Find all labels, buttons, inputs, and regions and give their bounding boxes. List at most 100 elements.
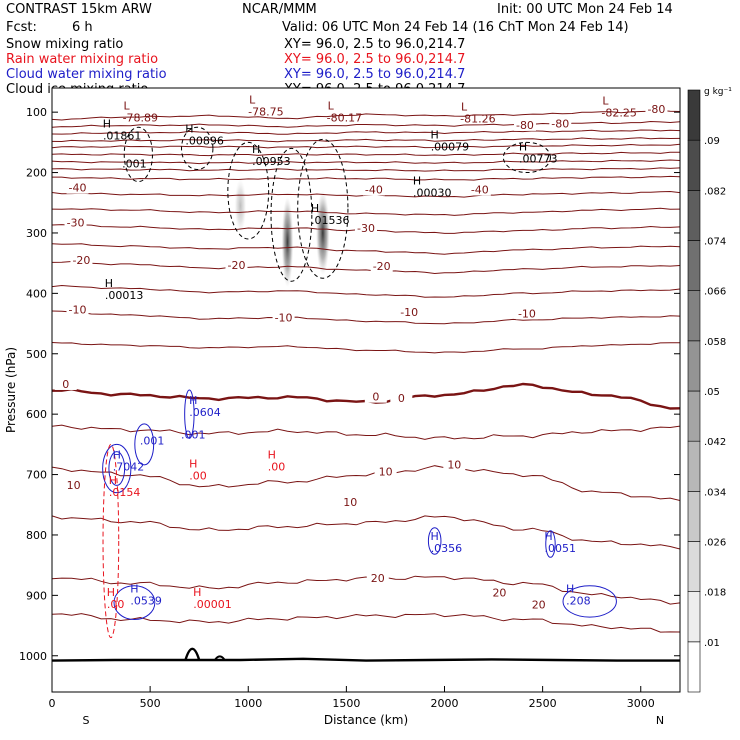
extremum-marker-15: H xyxy=(431,530,439,543)
colorbar-bin-1 xyxy=(687,591,701,643)
init-time: Init: 00 UTC Mon 24 Feb 14 xyxy=(497,2,673,17)
isotherm--46 xyxy=(52,167,680,172)
isotherm-5 xyxy=(52,424,680,440)
isotherm--5 xyxy=(52,342,680,354)
extremum-value-14: .7042 xyxy=(113,461,145,474)
y-tick-label-700: 700 xyxy=(26,469,47,482)
contour-label-bg-24 xyxy=(527,599,550,611)
contour-label-22: 20 xyxy=(371,572,385,585)
y-tick-label-300: 300 xyxy=(26,227,47,240)
x-tick-label-1500: 1500 xyxy=(332,697,360,710)
cloud-water-core-low-north xyxy=(562,585,617,618)
contour-label-12: -10 xyxy=(275,312,293,325)
field-xy-snow: XY= 96.0, 2.5 to 96.0,214.7 xyxy=(284,37,465,52)
contour-label-7: -30 xyxy=(357,222,375,235)
y-tick-label-600: 600 xyxy=(26,408,47,421)
contour-label-bg-7 xyxy=(355,223,377,235)
center-label: NCAR/MMM xyxy=(242,2,317,17)
extremum-value-23: .00 xyxy=(107,598,125,611)
cloud-water-core-low-south xyxy=(113,585,156,621)
colorbar-level-10: .09 xyxy=(704,136,720,147)
minor-contour-label-0: .001 xyxy=(122,158,147,171)
colorbar-level-6: .058 xyxy=(704,337,726,348)
extremum-value-15: .0356 xyxy=(431,542,463,555)
extremum-marker-18: H xyxy=(566,583,574,596)
contour-label-bg-2 xyxy=(549,118,572,130)
colorbar-bin-6 xyxy=(687,340,701,392)
contour-label-23: 20 xyxy=(492,586,506,599)
isotherm--44 xyxy=(52,175,680,181)
terrain-peak-700km xyxy=(184,647,201,661)
extremum-marker-23: H xyxy=(107,586,115,599)
cloud-ice-contour-2 xyxy=(181,126,214,171)
colorbar-bin-3 xyxy=(687,491,701,542)
contour-label-10: -20 xyxy=(373,260,391,273)
x-tick-label-3000: 3000 xyxy=(627,697,655,710)
extremum-value-3: -81.26 xyxy=(460,113,495,126)
contour-label-bg-16 xyxy=(364,391,387,403)
contour-label-5: -40 xyxy=(471,183,489,196)
contour-label-bg-19 xyxy=(339,496,362,508)
colorbar-bin-10 xyxy=(687,139,701,191)
y-tick-label-900: 900 xyxy=(26,589,47,602)
isotherm-20 xyxy=(52,575,680,605)
contour-label-layer: -80 -80 -80 -40 -40 -40 -30 -30 -20 -20 -20 -10 -10 -… xyxy=(54,93,668,611)
forecast-label: Fcst: xyxy=(6,20,37,35)
isotherm--52 xyxy=(52,143,680,149)
colorbar-bin-11 xyxy=(687,89,701,141)
contour-label-bg-0 xyxy=(645,104,668,116)
field-name-rain: Rain water mixing ratio xyxy=(6,52,158,67)
cloud-ice-contour-1 xyxy=(123,126,153,183)
extremum-value-22: .00001 xyxy=(193,598,232,611)
extremum-marker-14: H xyxy=(113,449,121,462)
terrain-peak-850km xyxy=(214,655,226,661)
rain-column-south xyxy=(102,443,120,639)
isotherm--35 xyxy=(52,207,680,216)
x-tick-label-1000: 1000 xyxy=(234,697,262,710)
contour-label-4: -40 xyxy=(365,183,383,196)
colorbar-level-7: .066 xyxy=(704,287,726,298)
x-axis: 0 500 1000 1500 2000 2500 3000 xyxy=(49,686,655,710)
cloud-water-lobe-south xyxy=(134,423,155,466)
isotherm--25 xyxy=(52,243,680,255)
extremum-marker-7: H xyxy=(252,143,260,156)
hydrometeor-contours xyxy=(102,126,617,639)
field-xy-cloud-water: XY= 96.0, 2.5 to 96.0,214.7 xyxy=(284,67,465,82)
contour-label-20: 10 xyxy=(379,466,393,479)
colorbar-bin-8 xyxy=(687,240,701,291)
y-tick-label-500: 500 xyxy=(26,348,47,361)
model-title: CONTRAST 15km ARW xyxy=(6,2,152,17)
isotherm--20 xyxy=(52,260,680,275)
extremum-marker-10: H xyxy=(413,174,421,187)
field-name-cloud-water: Cloud water mixing ratio xyxy=(6,67,167,82)
extremum-value-19: .00 xyxy=(189,470,207,483)
y-tick-label-400: 400 xyxy=(26,287,47,300)
plot-frame xyxy=(51,87,681,693)
contour-label-17: 0 xyxy=(398,392,405,405)
x-tick-label-0: 0 xyxy=(49,697,56,710)
extremum-value-9: .00773 xyxy=(519,152,558,165)
colorbar-level-1: .018 xyxy=(704,588,726,599)
contour-label-bg-18 xyxy=(62,479,85,491)
field-name-snow: Snow mixing ratio xyxy=(6,37,123,52)
isotherm-10 xyxy=(52,465,680,501)
cloud-water-core-south xyxy=(108,451,126,486)
extremum-value-10: .00030 xyxy=(413,186,452,199)
cloud-water-core-2550km xyxy=(545,530,556,558)
extremum-value-13: .0604 xyxy=(189,406,221,419)
extremum-marker-3: L xyxy=(461,101,468,114)
contour-label-bg-22 xyxy=(366,572,389,584)
contour-label-bg-6 xyxy=(64,217,87,229)
contour-label-bg-21 xyxy=(443,459,466,471)
extremum-marker-9: H xyxy=(519,140,527,153)
contour-label-6: -30 xyxy=(67,217,85,230)
extremum-value-6: .00896 xyxy=(185,134,224,147)
extremum-value-16: .0051 xyxy=(545,542,577,555)
colorbar-level-0: .01 xyxy=(704,638,720,649)
contour-label-3: -40 xyxy=(69,182,87,195)
x-tick-label-2500: 2500 xyxy=(529,697,557,710)
contour-label-bg-23 xyxy=(488,587,511,599)
colorbar-bin-4 xyxy=(687,440,701,492)
snow-core-2 xyxy=(234,178,247,233)
colorbar: .01 .018 .026 .034 .042 .05 .058 .066 .074 .082 .0… xyxy=(687,89,726,693)
